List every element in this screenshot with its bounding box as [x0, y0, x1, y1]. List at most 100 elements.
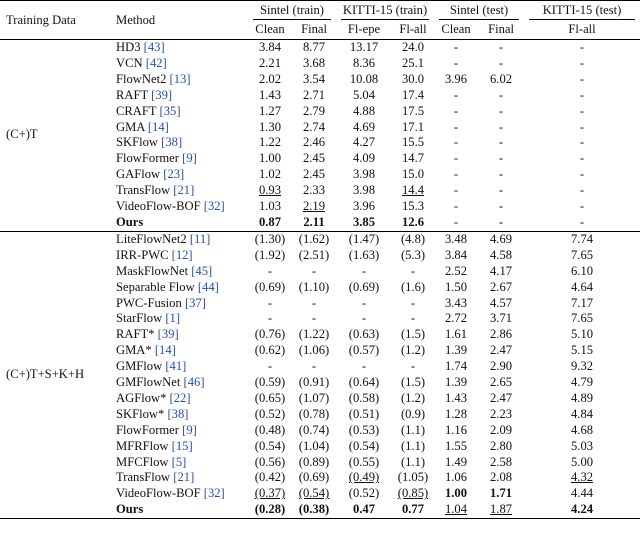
value-cell: (1.62): [292, 230, 337, 248]
value-cell: (0.69): [348, 279, 380, 294]
citation: [21]: [173, 470, 195, 485]
value-cell: -: [410, 359, 416, 374]
method-cell: VCN [42]: [108, 56, 248, 72]
value-cell: 2.79: [302, 103, 326, 118]
value-cell: 1.55: [444, 438, 468, 453]
value-cell: -: [267, 359, 273, 374]
value-cell: (1.07): [298, 390, 330, 405]
citation: [32]: [203, 486, 225, 501]
column-header: Final: [478, 20, 525, 40]
value-cell: -: [579, 87, 585, 102]
value-cell: 6.02: [490, 71, 513, 86]
citation: [38]: [161, 135, 183, 150]
group-header-row: Training Data Method Sintel (train) KITTI…: [0, 1, 640, 27]
value-cell: (1.5): [400, 375, 426, 390]
value-cell: 4.27: [352, 135, 376, 150]
value-cell: 2.02: [258, 71, 282, 86]
value-cell: (0.28): [254, 502, 286, 517]
value-cell: 2.71: [302, 87, 326, 102]
value-cell: 1.61: [444, 327, 468, 342]
method-cell: FlowNet2 [13]: [108, 72, 248, 88]
method-name: VideoFlow-BOF: [116, 199, 201, 214]
value-cell: 15.0: [401, 167, 425, 182]
value-cell: (2.51): [298, 247, 330, 262]
citation: [41]: [165, 359, 187, 374]
value-cell: (1.04): [298, 438, 330, 453]
value-cell: (0.38): [298, 502, 330, 517]
value-cell: (0.85): [397, 486, 429, 501]
value-cell: 4.68: [571, 422, 594, 437]
value-cell: 4.64: [571, 279, 594, 294]
citation: [39]: [151, 87, 173, 102]
table-row: SKFlow* [38] (0.52) (0.78) (0.51) (0.9) 1.28 2…: [0, 407, 640, 423]
method-name: GMA*: [116, 343, 152, 358]
column-header: Final: [292, 20, 337, 40]
group-header: KITTI-15 (train): [336, 1, 434, 20]
group-label: KITTI-15 (train): [341, 1, 430, 20]
method-name: VCN: [116, 55, 143, 70]
value-cell: -: [361, 295, 367, 310]
citation: [39]: [157, 327, 179, 342]
method-name: RAFT*: [116, 327, 155, 342]
citation: [22]: [169, 390, 191, 405]
value-cell: (0.52): [348, 486, 380, 501]
method-cell: Ours: [108, 215, 248, 231]
method-name: VideoFlow-BOF: [116, 486, 201, 501]
citation: [5]: [171, 454, 187, 469]
value-cell: 2.46: [302, 135, 326, 150]
citation: [9]: [182, 151, 197, 166]
method-name: MaskFlowNet: [116, 263, 189, 278]
table-row: Ours (0.28) (0.38) 0.47 0.77 1.04 1.87 4.24: [0, 502, 640, 518]
group-label: KITTI-15 (test): [529, 1, 636, 20]
table-row: FlowFormer [9] 1.00 2.45 4.09 14.7 - - -: [0, 151, 640, 167]
value-cell: 8.36: [352, 55, 376, 70]
value-cell: -: [410, 311, 416, 326]
method-cell: TransFlow [21]: [108, 183, 248, 199]
table-row: RAFT* [39] (0.76) (1.22) (0.63) (1.5) 1.61 2.8…: [0, 327, 640, 343]
value-cell: -: [453, 55, 459, 70]
value-cell: -: [498, 199, 504, 214]
citation: [13]: [169, 71, 191, 86]
value-cell: 0.87: [258, 214, 282, 229]
table-row: VideoFlow-BOF [32] 1.03 2.19 3.96 15.3 - - -: [0, 199, 640, 215]
value-cell: -: [453, 103, 459, 118]
value-cell: (1.63): [348, 247, 380, 262]
citation: [23]: [163, 167, 185, 182]
value-cell: 2.21: [258, 55, 282, 70]
value-cell: 1.16: [444, 422, 468, 437]
value-cell: 0.93: [258, 183, 282, 198]
method-cell: VideoFlow-BOF [32]: [108, 486, 248, 502]
value-cell: (0.51): [348, 406, 380, 421]
value-cell: -: [579, 199, 585, 214]
value-cell: 4.09: [352, 151, 376, 166]
value-cell: 3.84: [248, 38, 292, 56]
value-cell: 30.0: [401, 71, 425, 86]
value-cell: (1.1): [400, 438, 426, 453]
value-cell: (0.78): [298, 406, 330, 421]
value-cell: (1.1): [400, 454, 426, 469]
value-cell: 1.43: [444, 390, 468, 405]
value-cell: (0.54): [348, 438, 380, 453]
group-header: Sintel (train): [248, 1, 336, 20]
method-name: Ours: [116, 214, 144, 229]
value-cell: (0.52): [254, 406, 286, 421]
method-cell: GAFlow [23]: [108, 167, 248, 183]
method-name: MFRFlow: [116, 438, 169, 453]
value-cell: -: [410, 295, 416, 310]
value-cell: 9.32: [571, 359, 594, 374]
value-cell: -: [453, 119, 459, 134]
citation: [21]: [173, 183, 195, 198]
value-cell: (0.54): [298, 486, 330, 501]
citation: [37]: [184, 295, 206, 310]
table-row: MFRFlow [15] (0.54) (1.04) (0.54) (1.1) 1.55 2…: [0, 439, 640, 455]
value-cell: (1.47): [336, 230, 393, 248]
value-cell: 3.43: [444, 295, 468, 310]
value-cell: 3.48: [434, 230, 479, 248]
value-cell: 15.5: [401, 135, 425, 150]
method-cell: AGFlow* [22]: [108, 391, 248, 407]
citation: [32]: [203, 199, 225, 214]
value-cell: 2.45: [302, 151, 326, 166]
method-name: StarFlow: [116, 311, 163, 326]
value-cell: -: [498, 151, 504, 166]
value-cell: (0.55): [348, 454, 380, 469]
